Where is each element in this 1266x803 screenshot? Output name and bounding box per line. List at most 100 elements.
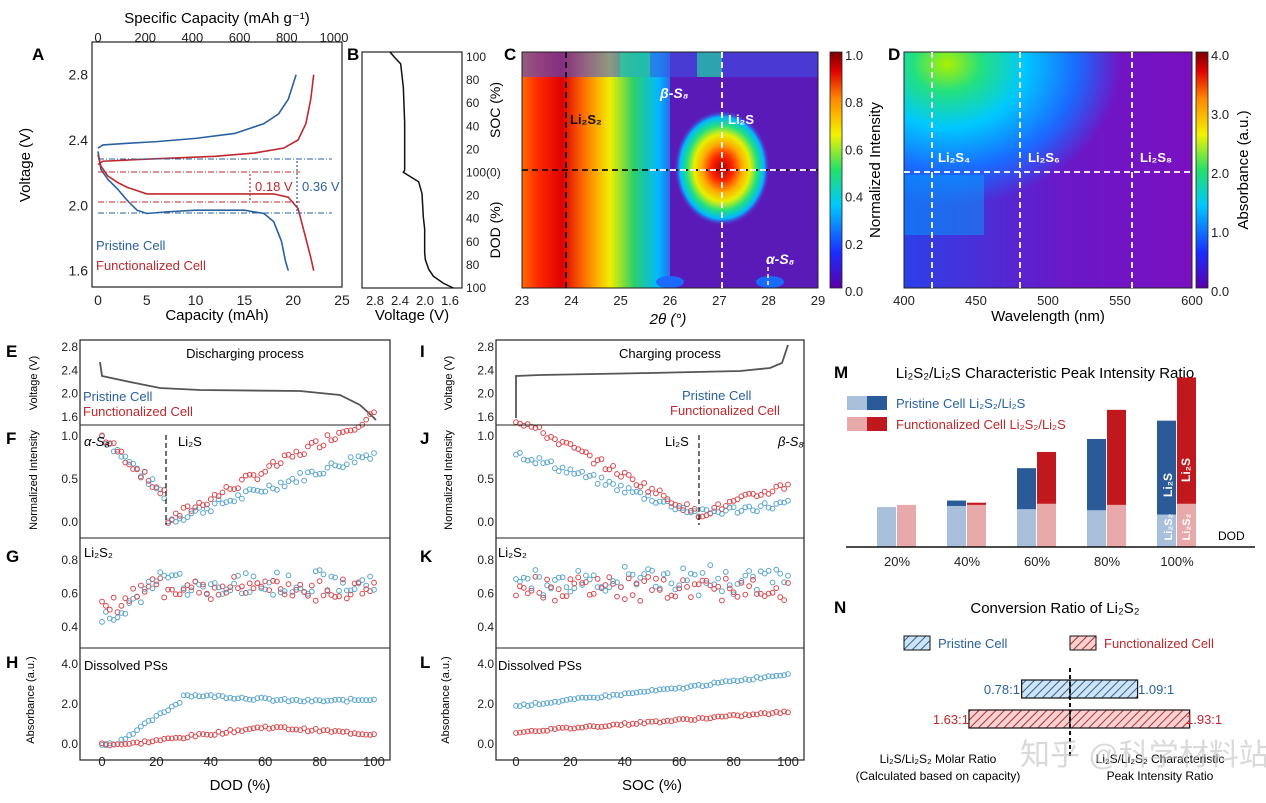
pristine-point	[750, 676, 756, 683]
functionalized-point	[614, 471, 620, 477]
pristine-point	[610, 481, 616, 487]
functionalized-point	[664, 496, 671, 503]
pristine-point	[126, 732, 133, 739]
x-axis-label: Capacity (mAh)	[165, 307, 268, 324]
functionalized-point	[672, 593, 679, 600]
pristine-point	[691, 682, 698, 689]
pristine-point	[602, 587, 609, 594]
functionalized-point	[359, 731, 366, 738]
functionalized-point	[165, 735, 172, 742]
functionalized-point	[625, 472, 632, 478]
pristine-point	[765, 673, 772, 679]
pristine-point	[695, 592, 702, 599]
pristine-point	[520, 574, 527, 581]
panel-title: Conversion Ratio of Li₂S₂	[970, 600, 1139, 617]
pristine-point	[145, 718, 152, 724]
functionalized-point	[351, 580, 358, 587]
functionalized-point	[606, 466, 613, 473]
pristine-point	[528, 585, 535, 592]
pristine-point	[730, 591, 737, 598]
pristine-point	[297, 585, 304, 592]
functionalized-point	[192, 578, 199, 585]
pristine-point	[785, 497, 791, 504]
tick-label: 500	[1037, 293, 1059, 308]
pristine-point	[548, 458, 554, 465]
pristine-point	[734, 581, 741, 587]
pristine-point	[656, 498, 663, 505]
tick-label: 100%	[1160, 554, 1194, 569]
pristine-point	[773, 672, 780, 679]
panel-letter: D	[888, 45, 900, 64]
tick-label: 0	[94, 292, 102, 308]
colorbar	[1195, 51, 1209, 289]
functionalized-point	[246, 580, 253, 587]
tick-label: 2.4	[61, 363, 78, 377]
pristine-point	[621, 563, 628, 570]
panel-c: C Li₂S₂ β-S₈ Li₂S α-S₈ 23 24 25 26 27 28 29 2θ…	[504, 45, 884, 328]
pristine-point	[726, 678, 733, 685]
pristine-point	[757, 503, 764, 510]
pristine-point	[371, 696, 377, 703]
functionalized-point	[270, 577, 276, 584]
functionalized-point	[555, 441, 562, 448]
ratio-value: 1.93:1	[1186, 712, 1222, 727]
species-label: Dissolved PSs	[498, 658, 582, 673]
functionalized-point	[722, 713, 729, 720]
pristine-point	[122, 610, 129, 617]
pristine-point	[660, 571, 667, 578]
functionalized-point	[781, 486, 787, 492]
functionalized-point	[785, 481, 791, 488]
panel-k: K 0.8 0.6 0.4 Li₂S₂	[420, 545, 791, 634]
functionalized-point	[571, 444, 578, 451]
functionalized-point	[614, 721, 620, 728]
pristine-point	[691, 508, 698, 515]
tick-label: 0.4	[845, 190, 863, 205]
scatter-points	[99, 409, 377, 526]
functionalized-point	[575, 574, 582, 581]
pristine-point	[540, 701, 547, 707]
functionalized-point	[524, 421, 531, 428]
tick-label: 100	[777, 754, 799, 769]
functionalized-point	[750, 711, 756, 718]
functionalized-point	[262, 468, 269, 475]
pristine-point	[517, 450, 523, 456]
pristine-point	[688, 509, 694, 516]
legend-functionalized: Functionalized Cell	[96, 258, 206, 273]
pristine-point	[711, 508, 718, 515]
watermark: 知乎 @科学材料站	[1020, 739, 1266, 772]
functionalized-point	[590, 590, 597, 597]
pristine-point	[726, 504, 733, 511]
functionalized-point	[660, 492, 667, 499]
functionalized-point	[180, 587, 187, 593]
pristine-point	[633, 689, 640, 696]
functionalized-point	[754, 711, 760, 718]
functionalized-point	[130, 585, 137, 592]
pristine-point	[219, 500, 226, 507]
functionalized-point	[668, 592, 675, 599]
pristine-point	[765, 567, 772, 574]
functionalized-point	[250, 725, 257, 732]
panel-l: L Absorbance (a.u.) 4.0 2.0 0.0 Dissolved …	[420, 653, 799, 794]
functionalized-point	[110, 741, 117, 748]
tick-label: 1.6	[441, 293, 459, 308]
pristine-point	[668, 685, 675, 692]
functionalized-point	[347, 427, 354, 434]
tick-label: 600	[229, 30, 251, 45]
pristine-point	[707, 682, 714, 688]
panel-e: E Discharging process Voltage (V) 2.8 2.4…	[6, 340, 377, 424]
pristine-point	[536, 574, 543, 580]
heatmap-top-region	[522, 52, 818, 77]
functionalized-point	[726, 498, 733, 505]
tick-label: 450	[965, 293, 987, 308]
x-tick-labels: 2.8 2.4 2.0 1.6	[366, 293, 459, 308]
pristine-point	[270, 698, 276, 704]
functionalized-point	[192, 733, 199, 740]
functionalized-point	[653, 575, 659, 582]
functionalized-point	[559, 438, 566, 445]
pristine-point	[544, 459, 550, 466]
tick-label: 1.6	[69, 263, 89, 279]
panel-letter: J	[420, 429, 429, 448]
pristine-point	[586, 576, 593, 583]
tick-label: 0.0	[477, 515, 494, 529]
pristine-point	[536, 701, 543, 708]
